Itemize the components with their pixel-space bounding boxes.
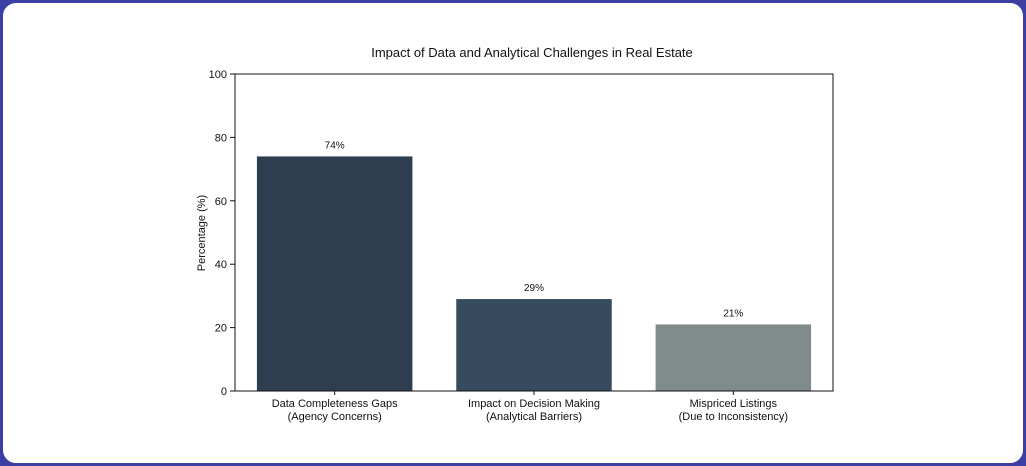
x-category-label: Data Completeness Gaps <box>272 398 398 410</box>
y-axis-label: Percentage (%) <box>196 195 208 271</box>
bar <box>456 299 612 391</box>
y-tick-label: 60 <box>215 196 227 208</box>
x-category-label: Mispriced Listings <box>690 398 778 410</box>
data-label: 74% <box>325 140 345 151</box>
x-category-label: (Agency Concerns) <box>288 411 382 423</box>
x-category-label: Impact on Decision Making <box>468 398 600 410</box>
y-tick-label: 0 <box>221 386 227 398</box>
y-tick-label: 40 <box>215 259 227 271</box>
bar <box>655 324 812 391</box>
y-tick-label: 80 <box>215 132 227 144</box>
bar <box>256 156 413 391</box>
y-tick-label: 20 <box>215 323 227 335</box>
data-label: 29% <box>524 283 544 294</box>
plot-frame <box>234 73 834 392</box>
y-tick-label: 100 <box>209 69 227 81</box>
data-label: 21% <box>723 308 743 319</box>
x-category-label: (Analytical Barriers) <box>486 411 582 423</box>
chart-title: Impact of Data and Analytical Challenges… <box>371 45 693 60</box>
bar-chart: Impact of Data and Analytical Challenges… <box>196 45 834 423</box>
x-category-label: (Due to Inconsistency) <box>679 411 788 423</box>
